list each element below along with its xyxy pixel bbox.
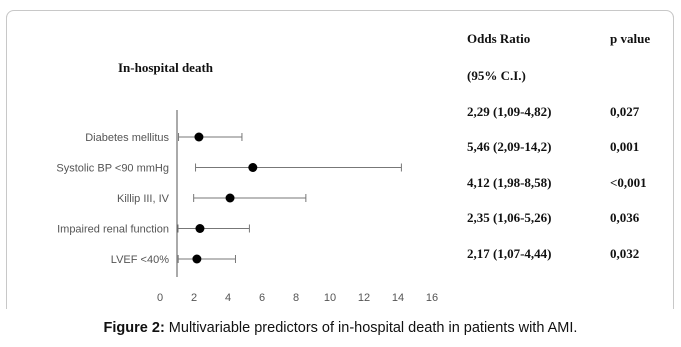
chart-title: In-hospital death <box>118 60 213 75</box>
odds-ratio-point <box>194 132 204 142</box>
odds-ratio-point <box>195 224 205 233</box>
category-label: Killip III, IV <box>117 193 170 205</box>
table-p-4: 0,036 <box>610 210 640 225</box>
odds-ratio-header: Odds Ratio <box>467 31 531 46</box>
category-label: Systolic BP <90 mmHg <box>56 163 169 175</box>
odds-ratio-point <box>225 193 235 203</box>
figure-caption: Figure 2: Multivariable predictors of in… <box>0 320 681 336</box>
x-tick-label: 12 <box>358 292 370 304</box>
table-or-ci-2: 5,46 (2,09-14,2) <box>467 139 552 154</box>
table-p-5: 0,032 <box>610 246 640 261</box>
p-value-header: p value <box>610 31 651 46</box>
ci-subheader: (95% C.I.) <box>467 68 526 83</box>
table-p-3: <0,001 <box>610 175 647 190</box>
odds-ratio-point <box>192 254 202 264</box>
category-label: LVEF <40% <box>111 254 169 266</box>
table-p-2: 0,001 <box>610 139 640 154</box>
x-tick-label: 16 <box>426 292 438 304</box>
x-tick-label: 0 <box>157 292 163 304</box>
x-tick-label: 2 <box>191 292 197 304</box>
table-or-ci-3: 4,12 (1,98-8,58) <box>467 175 552 190</box>
odds-ratio-point <box>248 163 258 172</box>
table-or-ci-5: 2,17 (1,07-4,44) <box>467 246 552 261</box>
caption-text: Multivariable predictors of in-hospital … <box>164 320 578 336</box>
category-label: Impaired renal function <box>57 224 169 236</box>
x-tick-label: 14 <box>392 292 404 304</box>
x-tick-label: 8 <box>293 292 299 304</box>
table-or-ci-4: 2,35 (1,06-5,26) <box>467 210 552 225</box>
caption-label: Figure 2: <box>103 320 165 336</box>
table-p-1: 0,027 <box>610 104 640 119</box>
category-label: Diabetes mellitus <box>85 132 169 144</box>
x-tick-label: 4 <box>225 292 231 304</box>
figure-frame <box>6 10 674 309</box>
table-or-ci-1: 2,29 (1,09-4,82) <box>467 104 552 119</box>
x-tick-label: 10 <box>324 292 336 304</box>
x-tick-label: 6 <box>259 292 265 304</box>
